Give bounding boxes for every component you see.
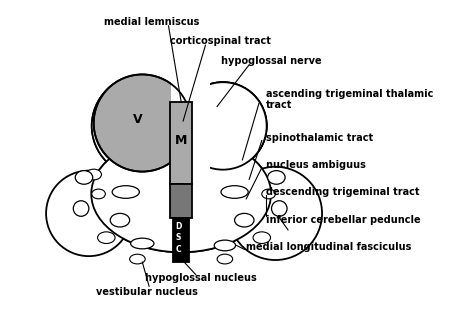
- Text: C: C: [175, 245, 181, 254]
- FancyBboxPatch shape: [173, 218, 189, 262]
- Circle shape: [229, 167, 322, 260]
- Circle shape: [46, 171, 132, 256]
- Ellipse shape: [262, 189, 275, 199]
- Ellipse shape: [75, 171, 93, 184]
- Ellipse shape: [272, 201, 287, 216]
- Ellipse shape: [92, 189, 105, 199]
- Ellipse shape: [73, 201, 89, 216]
- Text: M: M: [175, 134, 187, 147]
- FancyBboxPatch shape: [171, 102, 192, 184]
- Circle shape: [179, 82, 267, 170]
- Ellipse shape: [217, 254, 233, 264]
- Circle shape: [92, 76, 193, 176]
- Circle shape: [179, 82, 267, 170]
- Ellipse shape: [86, 169, 101, 180]
- Ellipse shape: [110, 213, 130, 227]
- Text: descending trigeminal tract: descending trigeminal tract: [266, 187, 419, 197]
- Circle shape: [94, 75, 191, 172]
- Ellipse shape: [214, 240, 236, 251]
- Text: V: V: [133, 112, 142, 126]
- Text: medial longitudinal fasciculus: medial longitudinal fasciculus: [246, 242, 411, 252]
- FancyBboxPatch shape: [172, 77, 210, 174]
- Ellipse shape: [130, 254, 145, 264]
- Text: medial lemniscus: medial lemniscus: [104, 17, 200, 27]
- Ellipse shape: [91, 136, 271, 252]
- Ellipse shape: [235, 213, 254, 227]
- Text: vestibular nucleus: vestibular nucleus: [96, 287, 198, 297]
- Text: inferior cerebellar peduncle: inferior cerebellar peduncle: [266, 215, 420, 225]
- FancyBboxPatch shape: [171, 184, 192, 218]
- Text: hypoglossal nerve: hypoglossal nerve: [221, 56, 322, 66]
- Ellipse shape: [131, 238, 154, 249]
- Text: nucleus ambiguus: nucleus ambiguus: [266, 160, 365, 170]
- Text: corticospinal tract: corticospinal tract: [170, 36, 271, 46]
- Circle shape: [92, 76, 193, 176]
- Circle shape: [179, 82, 267, 170]
- Text: spinothalamic tract: spinothalamic tract: [266, 133, 373, 143]
- Text: hypoglossal nucleus: hypoglossal nucleus: [145, 272, 256, 283]
- Ellipse shape: [91, 136, 271, 252]
- Text: ascending trigeminal thalamic
tract: ascending trigeminal thalamic tract: [266, 89, 433, 111]
- Text: D: D: [175, 222, 182, 230]
- Ellipse shape: [221, 186, 248, 198]
- Ellipse shape: [268, 171, 285, 184]
- Text: S: S: [175, 233, 181, 242]
- Ellipse shape: [98, 232, 115, 244]
- Ellipse shape: [112, 186, 139, 198]
- Ellipse shape: [253, 232, 271, 244]
